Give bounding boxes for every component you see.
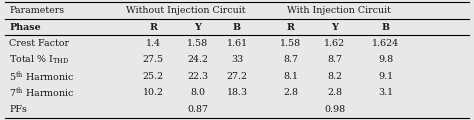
Text: 25.2: 25.2 xyxy=(143,72,164,81)
Text: Parameters: Parameters xyxy=(9,6,64,15)
Text: 1.4: 1.4 xyxy=(146,39,161,48)
Text: 0.98: 0.98 xyxy=(324,105,345,114)
Text: Total % I$_{\mathregular{THD}}$: Total % I$_{\mathregular{THD}}$ xyxy=(9,54,70,66)
Text: 1.58: 1.58 xyxy=(187,39,208,48)
Text: 5$^{\mathregular{th}}$ Harmonic: 5$^{\mathregular{th}}$ Harmonic xyxy=(9,69,75,84)
Text: 8.0: 8.0 xyxy=(190,88,205,97)
Text: 0.87: 0.87 xyxy=(187,105,208,114)
Text: R: R xyxy=(149,23,157,32)
Text: 8.2: 8.2 xyxy=(327,72,342,81)
Text: Without Injection Circuit: Without Injection Circuit xyxy=(126,6,246,15)
Text: 8.7: 8.7 xyxy=(283,55,298,65)
Text: With Injection Circuit: With Injection Circuit xyxy=(287,6,391,15)
Text: 8.7: 8.7 xyxy=(327,55,342,65)
Text: 24.2: 24.2 xyxy=(187,55,208,65)
Text: 8.1: 8.1 xyxy=(283,72,298,81)
Text: Phase: Phase xyxy=(9,23,41,32)
Text: Crest Factor: Crest Factor xyxy=(9,39,69,48)
Text: R: R xyxy=(286,23,294,32)
Text: 1.61: 1.61 xyxy=(227,39,247,48)
Text: 22.3: 22.3 xyxy=(187,72,208,81)
Text: 27.5: 27.5 xyxy=(143,55,164,65)
Text: 27.2: 27.2 xyxy=(227,72,247,81)
Text: PFs: PFs xyxy=(9,105,27,114)
Text: 9.8: 9.8 xyxy=(378,55,393,65)
Text: 33: 33 xyxy=(231,55,243,65)
Text: B: B xyxy=(233,23,241,32)
Text: 1.58: 1.58 xyxy=(280,39,301,48)
Text: 2.8: 2.8 xyxy=(327,88,342,97)
Text: 2.8: 2.8 xyxy=(283,88,298,97)
Text: Y: Y xyxy=(331,23,338,32)
Text: 10.2: 10.2 xyxy=(143,88,164,97)
Text: 18.3: 18.3 xyxy=(227,88,247,97)
Text: 1.624: 1.624 xyxy=(372,39,399,48)
Text: 1.62: 1.62 xyxy=(324,39,345,48)
Text: B: B xyxy=(382,23,390,32)
Text: 9.1: 9.1 xyxy=(378,72,393,81)
Text: 7$^{\mathregular{th}}$ Harmonic: 7$^{\mathregular{th}}$ Harmonic xyxy=(9,86,75,100)
Text: Y: Y xyxy=(194,23,201,32)
Text: 3.1: 3.1 xyxy=(378,88,393,97)
